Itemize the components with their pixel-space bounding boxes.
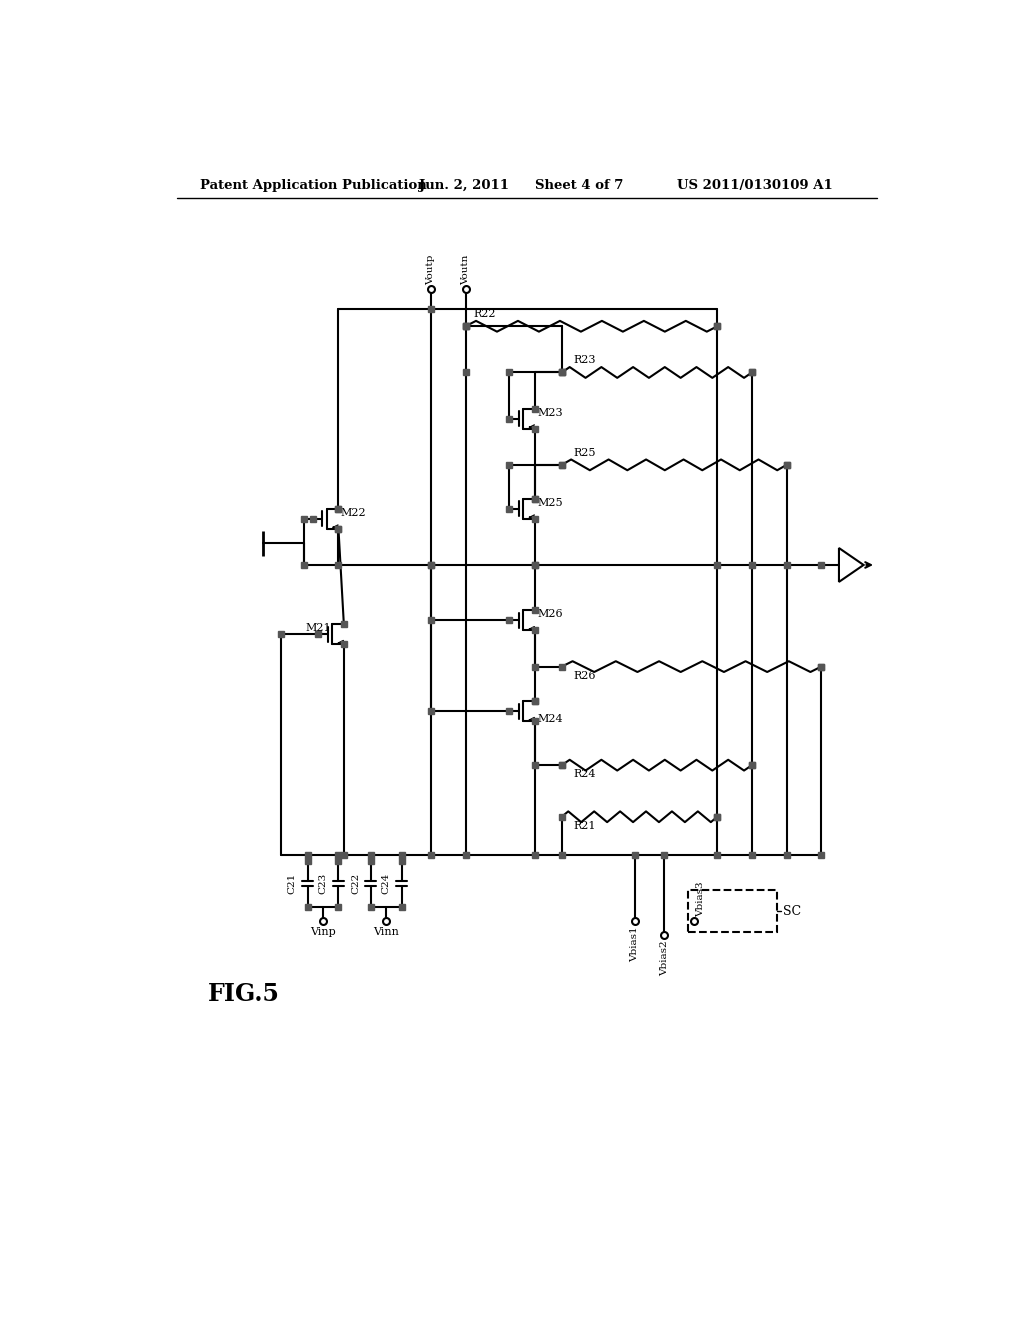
Text: C24: C24 [382,873,391,895]
Text: Vbias2: Vbias2 [659,941,669,977]
Text: Jun. 2, 2011: Jun. 2, 2011 [419,178,509,191]
Text: Vbias1: Vbias1 [631,927,639,962]
Text: M25: M25 [538,498,563,508]
Text: R23: R23 [573,355,596,366]
Text: Patent Application Publication: Patent Application Publication [200,178,427,191]
Text: M24: M24 [538,714,563,725]
Text: SC: SC [782,904,801,917]
Text: C22: C22 [351,873,359,895]
Text: R24: R24 [573,770,596,780]
Text: R22: R22 [473,309,496,319]
Text: C21: C21 [288,873,297,895]
Text: M23: M23 [538,408,563,417]
Text: C23: C23 [318,873,328,895]
Text: M22: M22 [341,508,367,517]
Bar [688,890,776,932]
Text: M26: M26 [538,610,563,619]
Text: Voutn: Voutn [461,255,470,285]
Text: Voutp: Voutp [426,255,435,285]
Text: R21: R21 [573,821,596,832]
Text: Vinn: Vinn [374,927,399,937]
Text: R25: R25 [573,447,596,458]
Text: Vbias3: Vbias3 [696,882,706,917]
Text: Vinp: Vinp [310,927,336,937]
Text: US 2011/0130109 A1: US 2011/0130109 A1 [677,178,833,191]
Text: FIG.5: FIG.5 [208,982,280,1006]
Text: Sheet 4 of 7: Sheet 4 of 7 [535,178,624,191]
Text: R26: R26 [573,671,596,681]
Text: M21: M21 [305,623,331,634]
